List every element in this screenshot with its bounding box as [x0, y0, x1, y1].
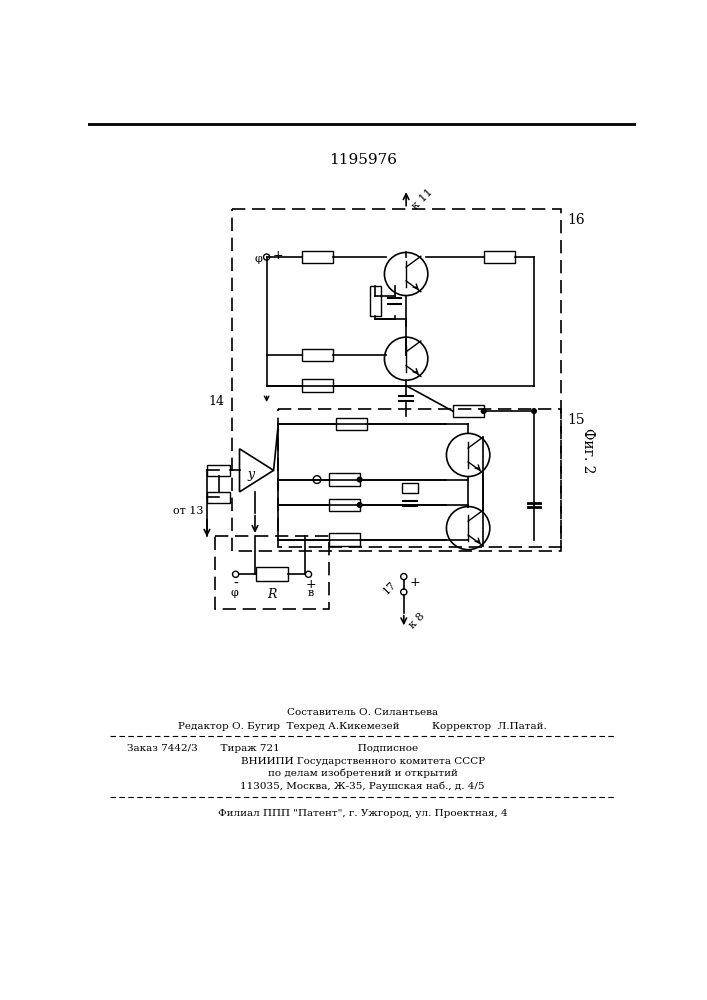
Bar	[484, 251, 515, 263]
Bar	[452, 405, 484, 417]
Circle shape	[313, 476, 321, 483]
Bar	[337, 418, 368, 430]
Bar	[207, 492, 230, 503]
Text: Составитель О. Силантьева: Составитель О. Силантьева	[287, 708, 438, 717]
Text: +: +	[305, 578, 316, 591]
Bar	[279, 409, 561, 547]
Text: φ: φ	[254, 254, 262, 264]
Circle shape	[401, 574, 407, 580]
Bar	[370, 286, 380, 316]
Circle shape	[233, 571, 239, 577]
Bar	[301, 251, 332, 263]
Text: 15: 15	[567, 413, 585, 427]
Text: 17: 17	[380, 579, 397, 596]
Text: -: -	[233, 577, 238, 591]
Text: R: R	[267, 588, 276, 601]
Bar	[301, 379, 332, 392]
Text: Редактор О. Бугир  Техред А.Кикемезей          Корректор  Л.Патай.: Редактор О. Бугир Техред А.Кикемезей Кор…	[178, 722, 547, 731]
Bar	[329, 473, 360, 486]
Text: Филиал ППП "Патент", г. Ужгород, ул. Проектная, 4: Филиал ППП "Патент", г. Ужгород, ул. Про…	[218, 808, 508, 818]
Text: +: +	[273, 249, 284, 262]
Text: 16: 16	[567, 213, 585, 227]
Bar	[402, 483, 418, 493]
Circle shape	[264, 254, 270, 260]
Circle shape	[305, 571, 312, 577]
Text: к 11: к 11	[410, 187, 435, 212]
Text: Фиг. 2: Фиг. 2	[581, 428, 595, 474]
Text: от 13: от 13	[173, 506, 203, 516]
Text: Заказ 7442/3       Тираж 721                        Подписное: Заказ 7442/3 Тираж 721 Подписное	[127, 744, 419, 753]
Text: φ: φ	[230, 588, 238, 598]
Bar	[301, 349, 332, 361]
Circle shape	[532, 409, 537, 413]
Circle shape	[357, 503, 362, 507]
Text: в: в	[308, 588, 314, 598]
Text: 14: 14	[208, 395, 224, 408]
Text: +: +	[410, 576, 421, 588]
Text: 1195976: 1195976	[329, 153, 397, 167]
Text: к 8: к 8	[408, 611, 427, 630]
Bar	[215, 536, 329, 609]
Bar	[256, 567, 288, 581]
Text: у: у	[247, 468, 255, 481]
Bar	[232, 209, 561, 551]
Bar	[207, 465, 230, 476]
Circle shape	[481, 409, 486, 413]
Bar	[329, 533, 360, 546]
Bar	[329, 499, 360, 511]
Text: 113035, Москва, Ж-35, Раушская наб., д. 4/5: 113035, Москва, Ж-35, Раушская наб., д. …	[240, 781, 485, 791]
Text: по делам изобретений и открытий: по делам изобретений и открытий	[268, 769, 457, 778]
Circle shape	[357, 477, 362, 482]
Text: ВНИИПИ Государственного комитета СССР: ВНИИПИ Государственного комитета СССР	[240, 757, 485, 766]
Circle shape	[401, 589, 407, 595]
